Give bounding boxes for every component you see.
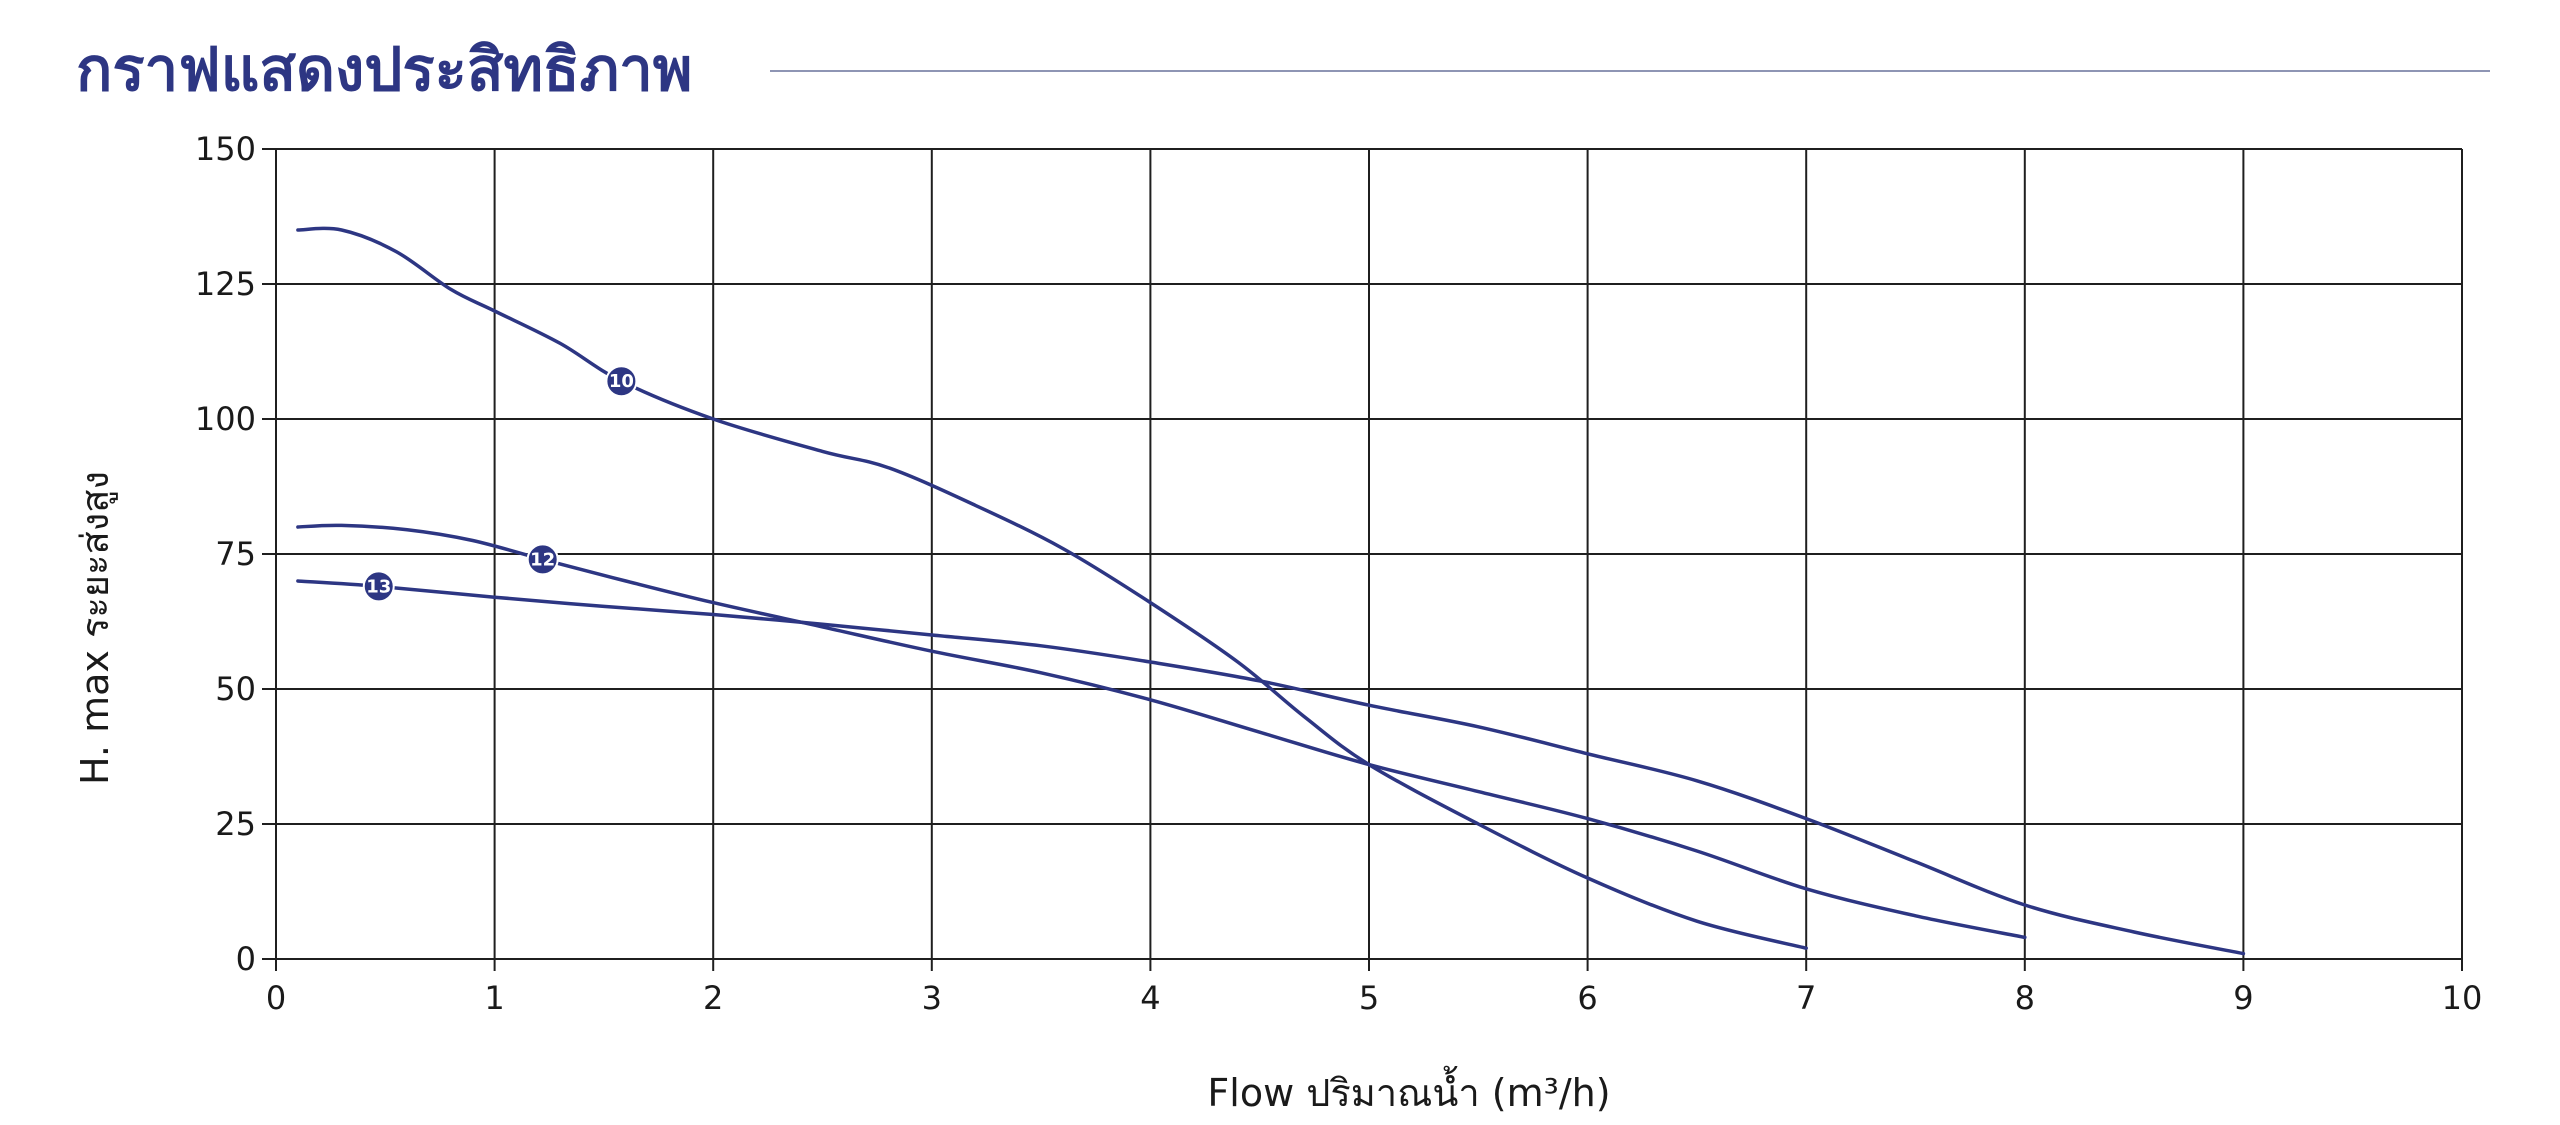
chart-title: กราฟแสดงประสิทธิภาพ: [76, 35, 693, 105]
x-tick-label-2: 2: [703, 979, 723, 1017]
x-tick-label-0: 0: [266, 979, 286, 1017]
x-tick-label-4: 4: [1140, 979, 1160, 1017]
series-badge-13: [362, 570, 395, 603]
series-lines: [296, 226, 2246, 956]
x-tick-label-1: 1: [484, 979, 504, 1017]
x-tick-label-7: 7: [1796, 979, 1816, 1017]
x-tick-label-6: 6: [1577, 979, 1597, 1017]
series-badge-label-13: 13: [366, 576, 391, 597]
series-badges: 10 12 13: [362, 365, 638, 603]
series-badge-label-10: 10: [609, 371, 634, 392]
series-badge-label-12: 12: [530, 549, 555, 570]
title-divider: [770, 70, 2490, 72]
x-axis-title: Flow ปริมาณน้ำ (m³/h): [1207, 1065, 1610, 1115]
x-tick-label-5: 5: [1359, 979, 1379, 1017]
y-tick-label-6: 150: [195, 130, 256, 168]
x-tick-label-10: 10: [2442, 979, 2483, 1017]
x-tick-label-3: 3: [922, 979, 942, 1017]
grid: [262, 148, 2463, 971]
series-badge-12: [526, 543, 559, 576]
y-tick-label-3: 75: [215, 535, 256, 573]
series-line-13: [296, 579, 2246, 956]
y-axis-title: H. max ระยะส่งสูง: [73, 471, 118, 785]
series-line-12: [296, 523, 2027, 940]
x-tick-label-8: 8: [2015, 979, 2035, 1017]
series-badge-10: [605, 365, 638, 398]
y-tick-label-1: 25: [215, 805, 256, 843]
y-tick-label-2: 50: [215, 670, 256, 708]
y-tick-label-5: 125: [195, 265, 256, 303]
y-tick-label-4: 100: [195, 400, 256, 438]
x-tick-label-9: 9: [2233, 979, 2253, 1017]
series-line-10: [296, 226, 1808, 950]
y-tick-label-0: 0: [236, 940, 256, 978]
